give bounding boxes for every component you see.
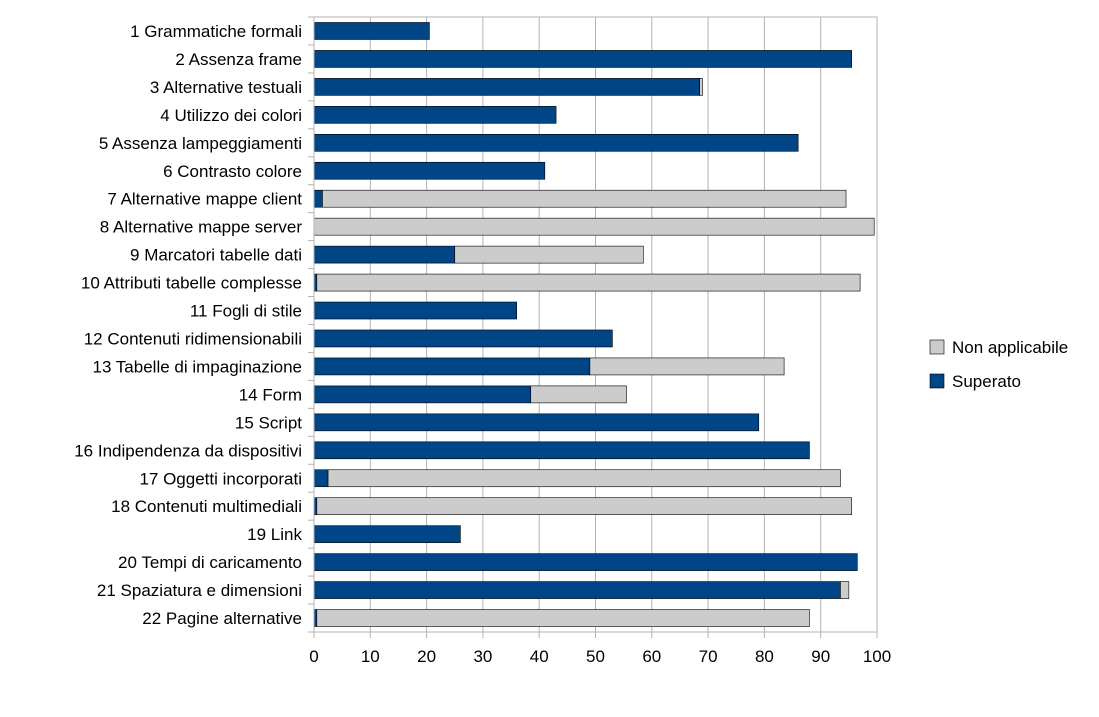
bar-non-applicabile (322, 189, 847, 208)
bar-superato (313, 22, 430, 40)
category-label: 22 Pagine alternative (142, 609, 302, 628)
category-label: 19 Link (247, 525, 302, 544)
x-tick-labels: 0 10 20 30 40 50 60 70 80 90 100 (309, 647, 891, 666)
bar-non-applicabile (327, 469, 841, 488)
bar-non-applicabile (313, 217, 875, 236)
category-label: 10 Attributi tabelle complesse (81, 274, 302, 293)
x-tick-label: 60 (642, 647, 661, 666)
x-tick-label: 70 (699, 647, 718, 666)
bar-superato (313, 441, 810, 460)
category-label: 17 Oggetti incorporati (139, 469, 302, 488)
bar-superato (313, 385, 532, 404)
bar-non-applicabile (530, 385, 627, 404)
category-label: 3 Alternative testuali (150, 78, 302, 97)
bar-non-applicabile (699, 78, 703, 96)
x-tick-label: 100 (863, 647, 891, 666)
bar-superato (313, 133, 799, 152)
x-tick-label: 20 (417, 647, 436, 666)
category-label: 18 Contenuti multimediali (111, 497, 302, 516)
category-label: 4 Utilizzo dei colori (160, 106, 302, 125)
category-label: 16 Indipendenza da dispositivi (74, 441, 302, 460)
axes (308, 16, 878, 638)
category-label: 15 Script (235, 413, 302, 432)
category-label: 5 Assenza lampeggiamenti (99, 134, 302, 153)
x-tick-label: 10 (361, 647, 380, 666)
category-label: 13 Tabelle di impaginazione (92, 357, 302, 376)
category-label: 11 Fogli di stile (190, 302, 302, 321)
bar-superato (313, 245, 456, 264)
bar-non-applicabile (316, 273, 861, 292)
bar-non-applicabile (316, 609, 810, 627)
bar-non-applicabile (589, 357, 785, 376)
bar-non-applicabile (840, 581, 850, 599)
category-label: 8 Alternative mappe server (100, 218, 303, 237)
x-tick-label: 80 (755, 647, 774, 666)
category-label: 14 Form (239, 385, 302, 404)
category-labels: 1 Grammatiche formali 2 Assenza frame 3 Al… (74, 22, 302, 628)
x-tick-label: 0 (309, 647, 318, 666)
bar-superato (313, 161, 546, 180)
bar-superato (313, 50, 852, 68)
x-tick-label: 50 (586, 647, 605, 666)
legend-swatch (929, 373, 945, 389)
bar-superato (313, 78, 700, 96)
bar-superato (313, 581, 841, 599)
x-tick-label: 40 (530, 647, 549, 666)
bars (313, 22, 875, 627)
bar-superato (313, 301, 517, 320)
x-tick-label: 90 (811, 647, 830, 666)
category-label: 2 Assenza frame (175, 50, 302, 69)
bar-non-applicabile (454, 245, 644, 264)
legend: Non applicabile Superato (929, 338, 1068, 391)
x-tick-label: 30 (473, 647, 492, 666)
category-label: 20 Tempi di caricamento (118, 553, 302, 572)
bar-superato (313, 357, 591, 376)
category-label: 6 Contrasto colore (163, 162, 302, 181)
bar-superato (313, 106, 557, 124)
category-label: 9 Marcatori tabelle dati (130, 246, 302, 265)
category-label: 7 Alternative mappe client (107, 190, 302, 209)
bar-superato (313, 189, 323, 208)
bar-superato (313, 469, 329, 488)
bar-superato (313, 329, 613, 348)
bar-superato (313, 553, 858, 571)
legend-label: Non applicabile (952, 338, 1068, 357)
legend-swatch (929, 339, 945, 355)
bar-superato (313, 525, 461, 543)
legend-label: Superato (952, 372, 1021, 391)
category-label: 12 Contenuti ridimensionabili (84, 329, 302, 348)
category-label: 1 Grammatiche formali (130, 22, 302, 41)
category-label: 21 Spaziatura e dimensioni (97, 581, 302, 600)
bar-superato (313, 413, 760, 432)
bar-non-applicabile (316, 497, 852, 516)
